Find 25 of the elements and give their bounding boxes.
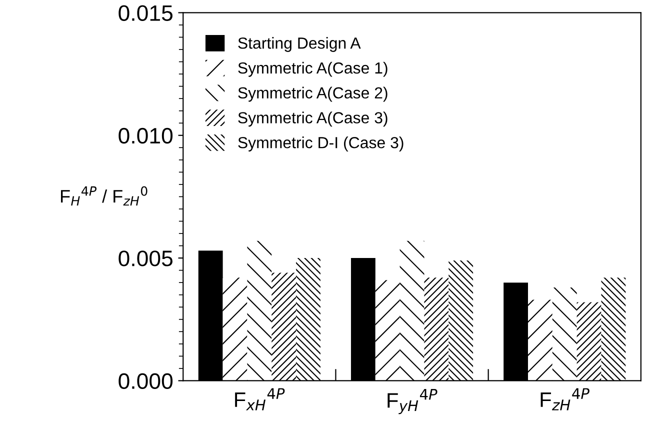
y-tick-label: 0.015 <box>118 5 172 21</box>
bar <box>424 278 449 381</box>
bar <box>448 260 474 381</box>
bar <box>247 240 272 381</box>
x-tick-label: F$_{xH}$$^{4P}$ <box>235 388 285 410</box>
bar <box>576 302 602 381</box>
y-tick-label: 0.010 <box>118 128 173 144</box>
legend-label: Starting Design A <box>238 37 361 52</box>
y-axis-title: F$_{H}$$^{4P}$ / F$_{zH}$$^{0}$ <box>60 186 148 206</box>
bar <box>400 240 424 381</box>
legend-label: Symmetric A(Case 2) <box>238 86 388 102</box>
bar <box>296 258 320 381</box>
bar <box>222 278 248 381</box>
bar <box>552 287 577 381</box>
x-tick-label: F$_{yH}$$^{4P}$ <box>388 389 438 414</box>
x-tick-label: F$_{zH}$$^{4P}$ <box>540 388 590 410</box>
legend-label: Symmetric A(Case 1) <box>238 62 388 77</box>
y-tick-label: 0.005 <box>118 250 172 266</box>
bar <box>375 280 400 381</box>
legend-label: Symmetric D-I (Case 3) <box>238 136 404 152</box>
legend-label: Symmetric A(Case 3) <box>238 112 388 127</box>
bar <box>528 300 552 381</box>
bar <box>272 272 296 381</box>
bar <box>601 278 626 381</box>
y-tick-label: 0.000 <box>118 373 173 389</box>
